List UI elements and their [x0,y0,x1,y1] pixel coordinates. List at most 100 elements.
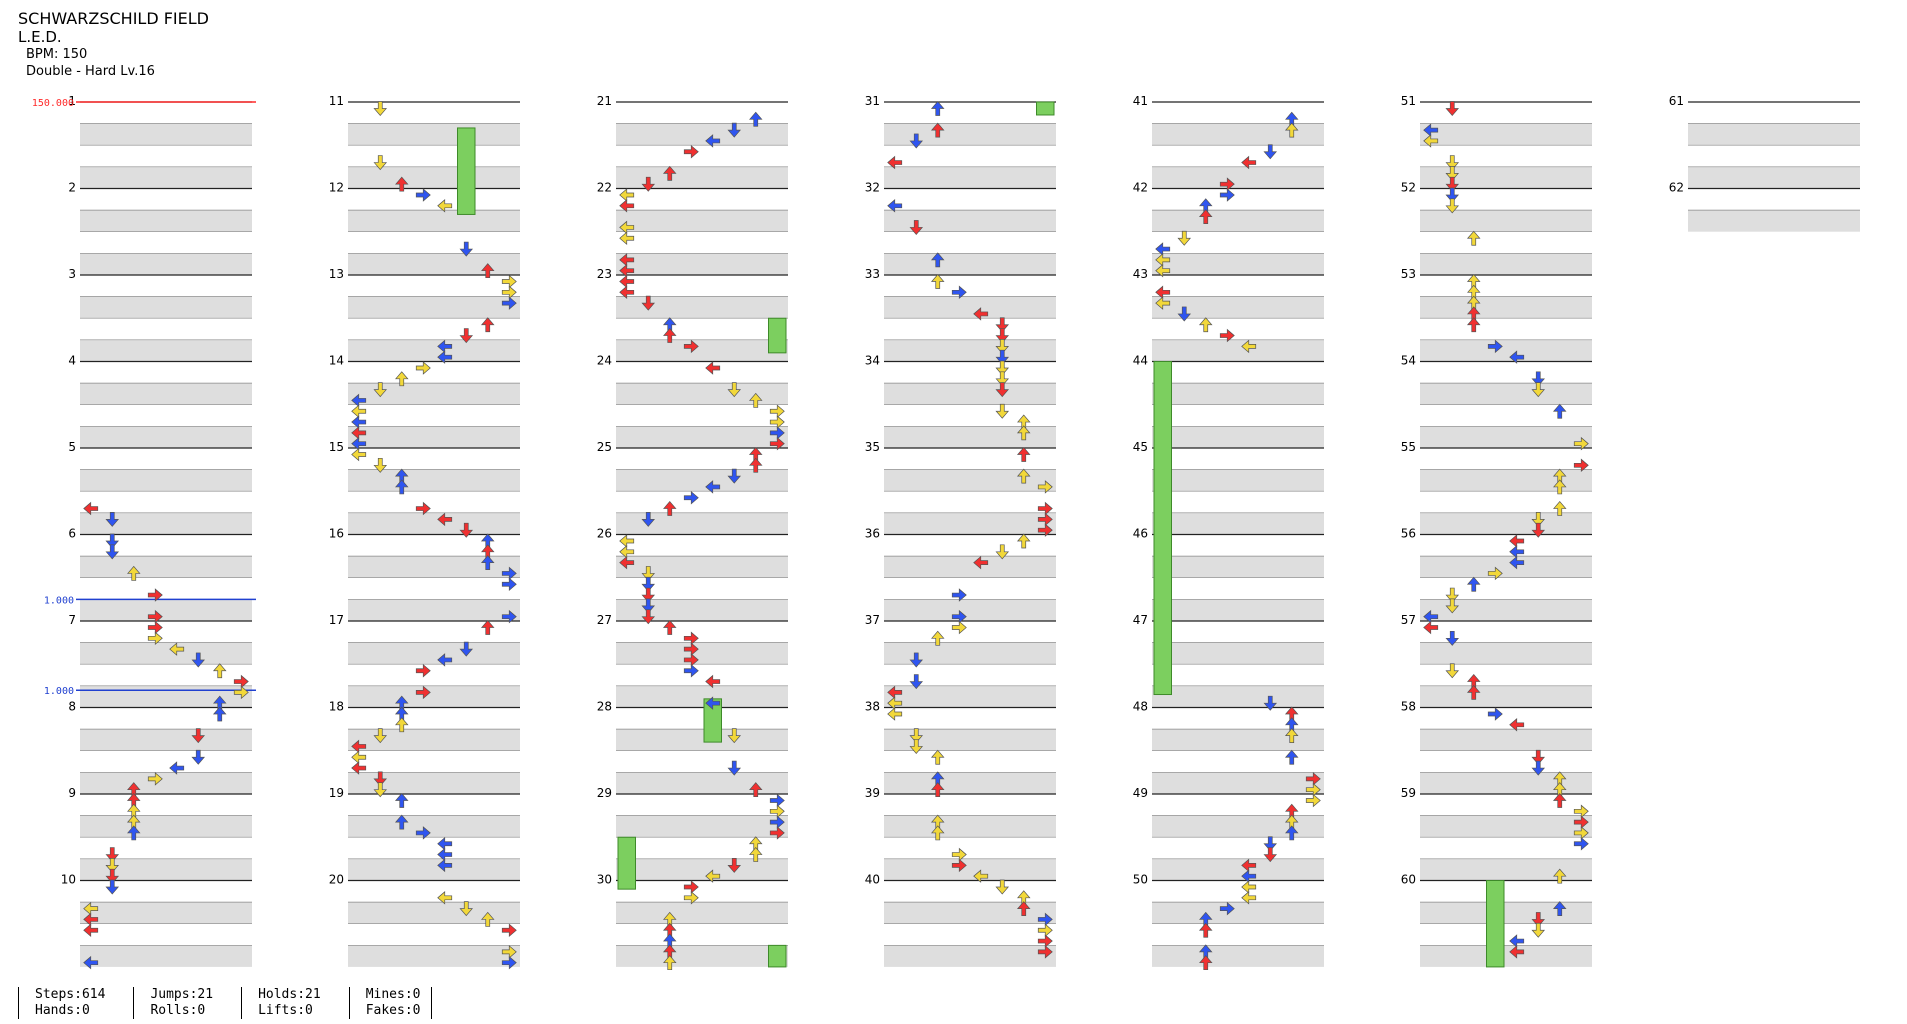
arrow-note [147,620,163,635]
arrow-note [480,533,495,549]
arrow-note [1552,479,1567,495]
measure-band [1152,858,1324,881]
arrow-note [662,933,677,949]
measure-band [348,166,520,189]
arrow-note [351,404,367,418]
measure-band [1152,253,1324,275]
arrow-note [501,285,517,300]
measure-band [80,253,252,275]
measure-number: 27 [597,613,612,627]
arrow-note [459,522,474,538]
arrow-note [501,609,517,624]
arrow-note [126,803,141,819]
measure-band [616,253,788,275]
arrow-note [1198,944,1213,960]
arrow-note [1284,728,1299,743]
tempo-marker-label: 150.000 [32,98,74,109]
measure-band [1420,296,1592,319]
arrow-note [619,253,635,267]
measure-band [348,685,520,708]
arrow-note [930,100,945,116]
measure-band [348,772,520,794]
measure-band [884,383,1056,405]
measure-band [1152,945,1324,967]
measure-band [1420,945,1592,967]
arrow-note [930,252,945,268]
arrow-note [662,619,677,635]
hold-body [768,317,787,354]
measure-band [1152,426,1324,448]
arrow-note [373,101,388,117]
measure-band [1420,642,1592,665]
arrow-note [394,468,409,484]
arrow-note [705,869,721,883]
stat-lifts: Lifts:0 [258,1003,313,1018]
arrow-note [887,685,903,700]
arrow-note [83,901,99,916]
measure-band [1152,512,1324,535]
arrow-note [748,111,763,127]
arrow-note [1552,792,1567,808]
arrow-note [147,772,163,786]
measure-number: 34 [865,354,880,368]
arrow-note [1263,847,1278,863]
arrow-note [1241,155,1257,170]
measure-number: 53 [1401,267,1416,281]
measure-band [884,512,1056,535]
arrow-note [1219,188,1235,202]
arrow-note [769,426,785,440]
arrow-note [619,285,635,300]
arrow-note [169,642,185,656]
arrow-note [1509,545,1525,559]
hold-body [457,127,476,215]
arrow-note [1016,533,1031,549]
measure-band [1420,166,1592,189]
arrow-note [769,436,785,451]
measure-band [1152,210,1324,232]
measure-band [884,772,1056,794]
arrow-note [909,739,924,754]
arrow-note [169,761,185,775]
arrow-note [705,361,721,375]
arrow-note [437,653,453,667]
measure-number: 28 [597,700,612,714]
arrow-note [1509,945,1525,959]
arrow-note [126,565,141,581]
arrow-note [887,696,903,710]
arrow-note [1198,955,1213,971]
arrow-note [1284,749,1299,765]
arrow-note [351,761,367,775]
measure-band [1420,599,1592,621]
arrow-note [1423,134,1439,148]
arrow-note [480,317,495,333]
arrow-note [1466,306,1481,322]
measure-number: 16 [329,527,344,541]
arrow-note [105,544,120,560]
arrow-note [373,728,388,744]
arrow-note [748,392,763,408]
arrow-note [619,220,635,235]
measure-band [1152,902,1324,924]
arrow-note [951,609,967,624]
arrow-note [415,685,431,700]
arrow-note [437,339,453,354]
arrow-note [662,501,677,516]
arrow-note [351,426,367,440]
measure-band [1152,469,1324,492]
arrow-note [501,577,517,591]
arrow-note [480,263,495,279]
arrow-note [351,415,367,429]
arrow-note [641,609,656,625]
measure-band [884,210,1056,232]
measure-band [884,339,1056,362]
arrow-note [705,674,721,689]
stat-col-steps: Steps:614 Hands:0 [18,987,119,1019]
arrow-note [1552,868,1567,884]
arrow-note [83,955,99,970]
arrow-note [619,188,635,202]
arrow-note [973,869,989,883]
arrow-note [83,912,99,927]
measure-number: 44 [1133,354,1148,368]
arrow-note [619,231,635,245]
arrow-note [415,663,431,678]
